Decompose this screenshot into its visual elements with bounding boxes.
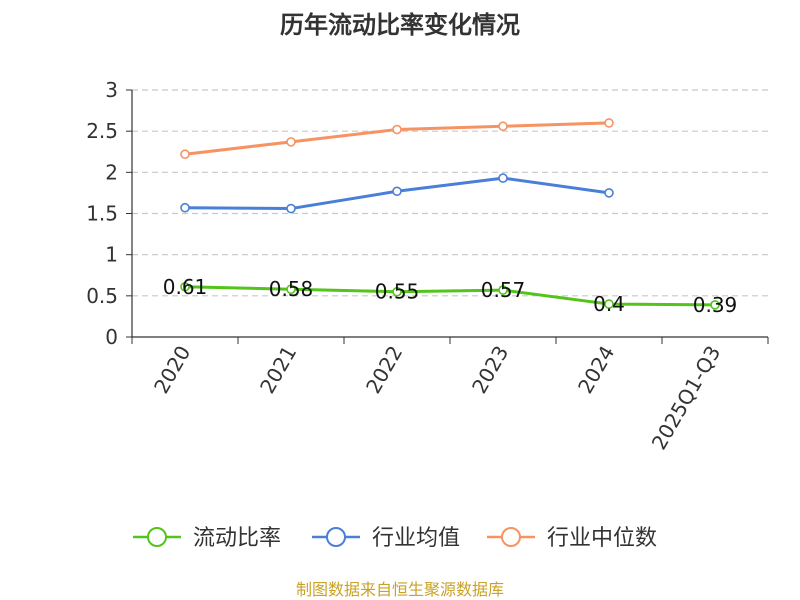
x-tick-label: 2021: [255, 342, 301, 398]
data-label: 0.4: [593, 292, 625, 316]
data-point: [604, 118, 614, 128]
data-point: [498, 121, 508, 132]
legend-label: 行业均值: [372, 526, 460, 551]
data-point: [392, 186, 402, 197]
y-tick-label: 3: [105, 78, 118, 102]
data-point: [498, 173, 508, 183]
series-line: [184, 285, 716, 307]
legend-marker: [501, 527, 521, 547]
series-group: [180, 118, 720, 310]
x-tick-label: 2024: [573, 342, 619, 398]
chart-title: 历年流动比率变化情况: [280, 11, 520, 39]
source-note: 制图数据来自恒生聚源数据库: [296, 580, 504, 599]
data-label: 0.57: [481, 278, 526, 302]
y-tick-label: 2: [105, 160, 118, 184]
data-point: [604, 299, 614, 309]
legend-label: 流动比率: [193, 526, 281, 551]
data-point: [286, 203, 296, 214]
data-point: [180, 202, 190, 213]
data-point: [286, 137, 296, 147]
y-tick-label: 0: [105, 325, 118, 349]
data-labels: 0.61 0.58 0.55 0.57 0.4 0.39: [163, 275, 738, 317]
data-point: [710, 300, 720, 310]
legend-label: 行业中位数: [547, 526, 657, 551]
data-label: 0.58: [269, 277, 314, 301]
y-tick-label: 1: [105, 243, 118, 267]
legend: 流动比率 行业均值 行业中位数: [133, 526, 657, 551]
x-tick-label: 2023: [467, 342, 513, 398]
grid-lines: [132, 89, 768, 297]
x-tick-label: 2025Q1-Q3: [647, 342, 726, 454]
legend-marker: [326, 527, 346, 547]
data-point: [392, 286, 402, 297]
x-tick-label: 2020: [149, 342, 195, 398]
data-point: [286, 284, 296, 295]
data-point: [180, 149, 190, 160]
data-point: [180, 281, 190, 292]
data-label: 0.61: [163, 275, 208, 299]
data-point: [604, 188, 614, 198]
data-point: [498, 285, 508, 295]
data-point: [392, 124, 402, 135]
x-tick-label: 2022: [361, 342, 407, 398]
legend-marker: [147, 527, 167, 547]
y-tick-label: 2.5: [86, 119, 118, 143]
y-tick-label: 1.5: [86, 202, 118, 226]
axes: 0 0.5 1 1.5 2 2.5 3 2020 2021 2022 2023 2024 2025Q1-…: [86, 78, 769, 454]
data-label: 0.55: [375, 280, 420, 304]
y-tick-label: 0.5: [86, 284, 118, 308]
data-label: 0.39: [693, 293, 738, 317]
